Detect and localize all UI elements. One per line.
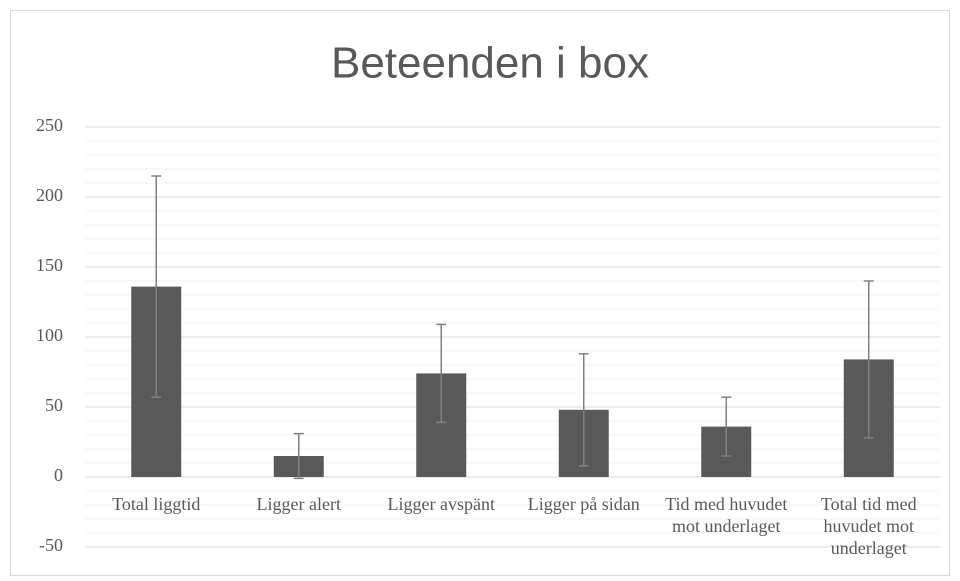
y-tick-label: 150 <box>36 255 63 275</box>
x-tick-label: Total tid med huvudet mot underlaget <box>820 494 917 558</box>
error-bar <box>293 432 304 480</box>
chart-title: Beteenden i box <box>331 39 649 88</box>
y-tick-label: 200 <box>36 185 63 205</box>
y-tick-label: 250 <box>36 115 63 135</box>
error-bar <box>578 353 589 467</box>
y-tick-label: 100 <box>36 325 63 345</box>
y-tick-label: 50 <box>45 395 63 415</box>
y-tick-label: 0 <box>54 465 63 485</box>
x-tick-label: Ligger avspänt <box>387 494 495 514</box>
error-bar <box>721 396 732 457</box>
x-tick-label: Tid med huvudet mot underlaget <box>665 494 788 536</box>
x-tick-label: Total liggtid <box>112 494 201 514</box>
x-tick-label: Ligger på sidan <box>527 494 640 514</box>
x-tick-label: Ligger alert <box>256 494 341 514</box>
error-bar <box>151 175 162 398</box>
error-bar <box>436 323 447 424</box>
error-bar <box>863 280 874 439</box>
y-tick-label: -50 <box>39 535 63 555</box>
